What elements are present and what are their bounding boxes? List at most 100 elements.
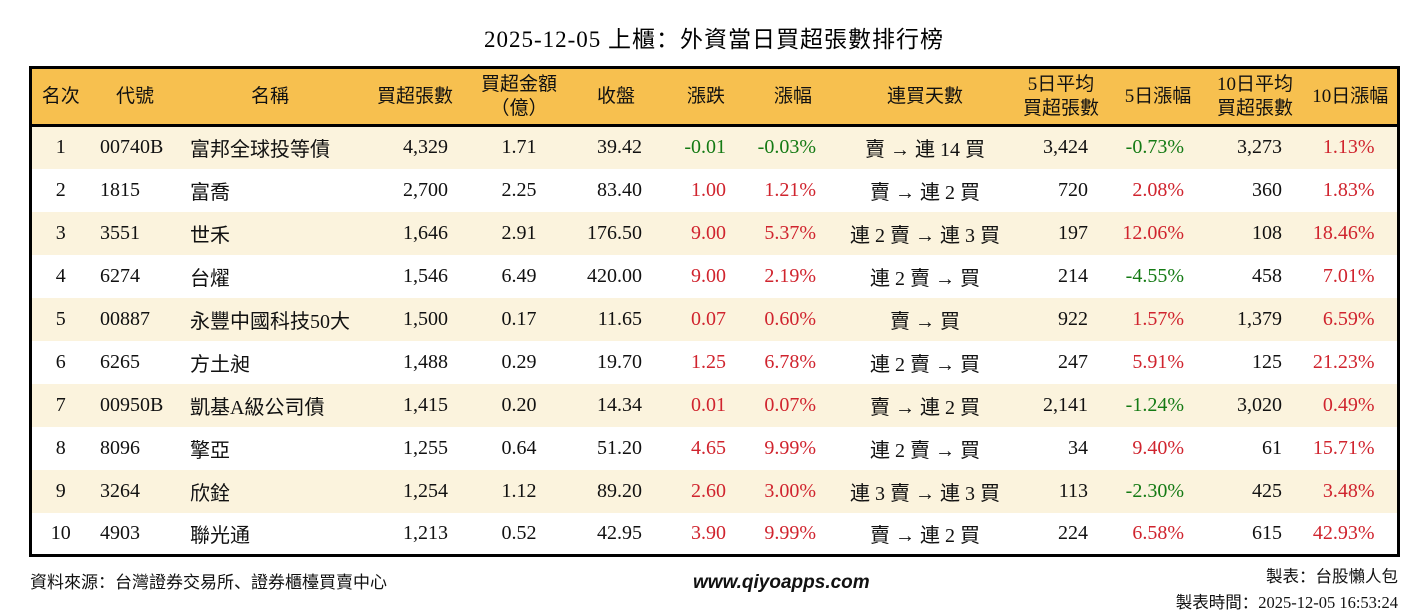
cell-close: 14.34 (597, 393, 642, 416)
cell-change: 1.25 (691, 350, 726, 373)
ranking-table: 名次 代號 名稱 買超張數 買超金額 （億） 收盤 漲跌 漲幅 連買天數 5日平… (28, 66, 1400, 557)
cell-close: 420.00 (587, 264, 642, 287)
cell-code: 1815 (100, 178, 140, 201)
cell-avg10: 125 (1252, 350, 1282, 373)
cell-streak: 連 2 賣 → 買 (870, 353, 980, 376)
header-avg5: 5日平均 買超張數 (1012, 67, 1110, 127)
cell-name: 擎亞 (190, 439, 230, 462)
cell-rank: 3 (55, 221, 66, 244)
cell-net-buy-lots: 1,415 (403, 393, 448, 416)
cell-avg10: 360 (1252, 178, 1282, 201)
cell-pct5: -1.24% (1125, 393, 1184, 416)
header-net-buy-lots: 買超張數 (360, 67, 470, 127)
cell-net-buy-amount: 0.17 (501, 307, 537, 330)
cell-avg5: 224 (1058, 521, 1088, 544)
cell-change-pct: 0.07% (764, 393, 816, 416)
cell-code: 6265 (100, 350, 140, 373)
cell-change-pct: 2.19% (764, 264, 816, 287)
cell-net-buy-lots: 1,646 (403, 221, 448, 244)
cell-name: 凱基A級公司債 (190, 396, 325, 419)
cell-net-buy-amount: 2.91 (501, 221, 537, 244)
cell-net-buy-lots: 2,700 (403, 178, 448, 201)
header-pct10: 10日漲幅 (1304, 67, 1398, 127)
author-label: 製表：台股懶人包 (1266, 567, 1398, 586)
cell-avg5: 3,424 (1043, 136, 1088, 159)
cell-pct5: 6.58% (1132, 521, 1184, 544)
cell-code: 4903 (100, 521, 140, 544)
table-row: 2 1815 富喬 2,700 2.25 83.40 1.00 1.21% 賣 → 連 2 買 7… (30, 168, 1398, 212)
cell-name: 永豐中國科技50大 (190, 310, 350, 333)
header-change: 漲跌 (664, 67, 748, 127)
cell-change: 2.60 (691, 479, 726, 502)
header-change-pct: 漲幅 (748, 67, 838, 127)
cell-avg10: 3,020 (1237, 393, 1282, 416)
cell-change-pct: 5.37% (764, 221, 816, 244)
cell-avg5: 214 (1058, 264, 1088, 287)
cell-rank: 5 (55, 307, 66, 330)
cell-net-buy-amount: 6.49 (501, 264, 537, 287)
cell-code: 3264 (100, 479, 140, 502)
table-row: 4 6274 台燿 1,546 6.49 420.00 9.00 2.19% 連 2 賣 → 買… (30, 254, 1398, 298)
cell-streak: 連 2 賣 → 連 3 買 (850, 224, 1000, 247)
cell-close: 19.70 (597, 350, 642, 373)
cell-net-buy-amount: 0.20 (501, 393, 537, 416)
cell-net-buy-amount: 2.25 (501, 178, 537, 201)
cell-net-buy-amount: 0.64 (501, 436, 537, 459)
cell-close: 176.50 (587, 221, 642, 244)
cell-name: 方土昶 (190, 353, 250, 376)
cell-change-pct: -0.03% (757, 136, 816, 159)
cell-code: 6274 (100, 264, 140, 287)
header-pct5: 5日漲幅 (1110, 67, 1206, 127)
cell-avg10: 3,273 (1237, 136, 1282, 159)
table-row: 6 6265 方土昶 1,488 0.29 19.70 1.25 6.78% 連 2 賣 → 買… (30, 340, 1398, 384)
cell-name: 富喬 (190, 181, 230, 204)
cell-net-buy-lots: 1,255 (403, 436, 448, 459)
table-row: 7 00950B 凱基A級公司債 1,415 0.20 14.34 0.01 0.07% 賣 →… (30, 383, 1398, 427)
cell-change: 3.90 (691, 521, 726, 544)
cell-avg5: 113 (1058, 479, 1088, 502)
header-rank: 名次 (30, 67, 90, 127)
cell-pct5: 5.91% (1132, 350, 1184, 373)
website-label: www.qiyoapps.com (693, 572, 870, 593)
cell-pct10: 21.23% (1312, 350, 1375, 373)
table-row: 8 8096 擎亞 1,255 0.64 51.20 4.65 9.99% 連 2 賣 → 買 3… (30, 426, 1398, 470)
cell-name: 欣銓 (190, 482, 230, 505)
cell-net-buy-amount: 1.12 (501, 479, 537, 502)
table-body: 1 00740B 富邦全球投等債 4,329 1.71 39.42 -0.01 -0.03% 賣… (30, 125, 1398, 556)
cell-net-buy-amount: 1.71 (501, 136, 537, 159)
cell-avg5: 197 (1058, 221, 1088, 244)
cell-pct10: 1.13% (1322, 136, 1375, 159)
footer-credits: 製表：台股懶人包 製表時間：2025-12-05 16:53:24 (1176, 564, 1398, 612)
table-row: 5 00887 永豐中國科技50大 1,500 0.17 11.65 0.07 0.60% 賣 … (30, 297, 1398, 341)
cell-code: 00887 (100, 307, 150, 330)
cell-streak: 賣 → 連 2 買 (870, 396, 980, 419)
footer: 資料來源：台灣證券交易所、證券櫃檯買賣中心 www.qiyoapps.com 製… (30, 564, 1398, 612)
cell-avg10: 615 (1252, 521, 1282, 544)
header-net-buy-amount: 買超金額 （億） (470, 67, 568, 127)
cell-change-pct: 9.99% (764, 521, 816, 544)
cell-pct10: 42.93% (1312, 521, 1375, 544)
cell-rank: 2 (55, 178, 66, 201)
cell-avg10: 61 (1262, 436, 1282, 459)
cell-close: 89.20 (597, 479, 642, 502)
cell-streak: 賣 → 連 2 買 (870, 181, 980, 204)
cell-close: 51.20 (597, 436, 642, 459)
cell-change: 1.00 (691, 178, 726, 201)
cell-streak: 連 3 賣 → 連 3 買 (850, 482, 1000, 505)
cell-change-pct: 6.78% (764, 350, 816, 373)
report-page: 2025-12-05 上櫃：外資當日買超張數排行榜 名次 代號 名稱 買超張數 … (0, 20, 1428, 612)
cell-pct5: 12.06% (1122, 221, 1184, 244)
cell-streak: 賣 → 連 2 買 (870, 524, 980, 547)
cell-rank: 6 (55, 350, 66, 373)
cell-avg10: 108 (1252, 221, 1282, 244)
cell-close: 83.40 (597, 178, 642, 201)
cell-net-buy-lots: 4,329 (403, 136, 448, 159)
cell-change: 9.00 (691, 221, 726, 244)
cell-code: 3551 (100, 221, 140, 244)
cell-name: 台燿 (190, 267, 230, 290)
cell-close: 39.42 (597, 136, 642, 159)
cell-change: 4.65 (691, 436, 726, 459)
cell-change-pct: 1.21% (764, 178, 816, 201)
cell-code: 00740B (100, 136, 164, 159)
cell-name: 聯光通 (190, 524, 250, 547)
